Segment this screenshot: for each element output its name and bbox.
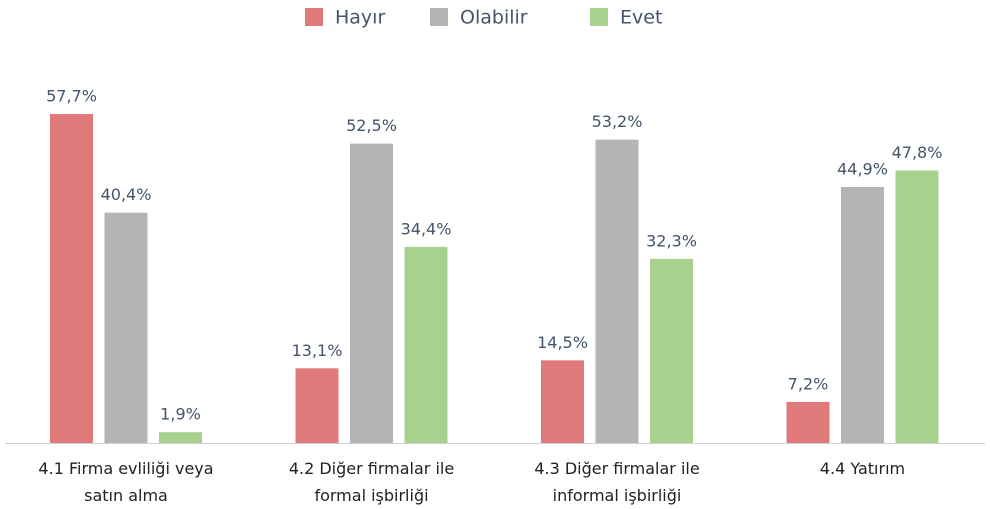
value-label: 40,4% — [101, 185, 152, 204]
legend-label: Hayır — [335, 7, 385, 29]
bar — [50, 114, 93, 443]
value-label: 13,1% — [292, 341, 343, 360]
legend-swatch — [430, 8, 448, 26]
value-label: 44,9% — [837, 159, 888, 178]
bar — [650, 258, 693, 443]
value-label: 57,7% — [46, 87, 97, 106]
value-label: 32,3% — [646, 231, 697, 250]
value-label: 47,8% — [892, 143, 943, 162]
bar — [295, 368, 339, 443]
x-tick-label: 4.2 Diğer firmalar ile formal işbirliği — [288, 459, 455, 505]
bar — [841, 186, 884, 443]
value-label: 1,9% — [160, 405, 201, 424]
value-label: 7,2% — [788, 374, 829, 393]
bar — [895, 170, 939, 444]
value-label: 14,5% — [537, 333, 588, 352]
x-tick-label: 4.3 Diğer firmalar ile informal işbirliğ… — [534, 459, 700, 505]
bar — [350, 143, 393, 444]
bar — [404, 246, 448, 443]
bar — [104, 212, 148, 443]
x-tick-label: 4.4 Yatırım — [819, 459, 906, 478]
bar — [541, 360, 584, 443]
value-label: 53,2% — [592, 112, 643, 131]
bar — [595, 139, 639, 444]
legend-label: Olabilir — [460, 7, 528, 29]
bar — [786, 401, 830, 443]
bar — [159, 432, 202, 443]
legend-swatch — [590, 8, 608, 26]
value-label: 34,4% — [401, 219, 452, 238]
legend-label: Evet — [620, 7, 662, 29]
legend-swatch — [305, 8, 323, 26]
x-tick-label: 4.1 Firma evliliği veya satın alma — [38, 459, 214, 505]
value-label: 52,5% — [346, 116, 397, 135]
